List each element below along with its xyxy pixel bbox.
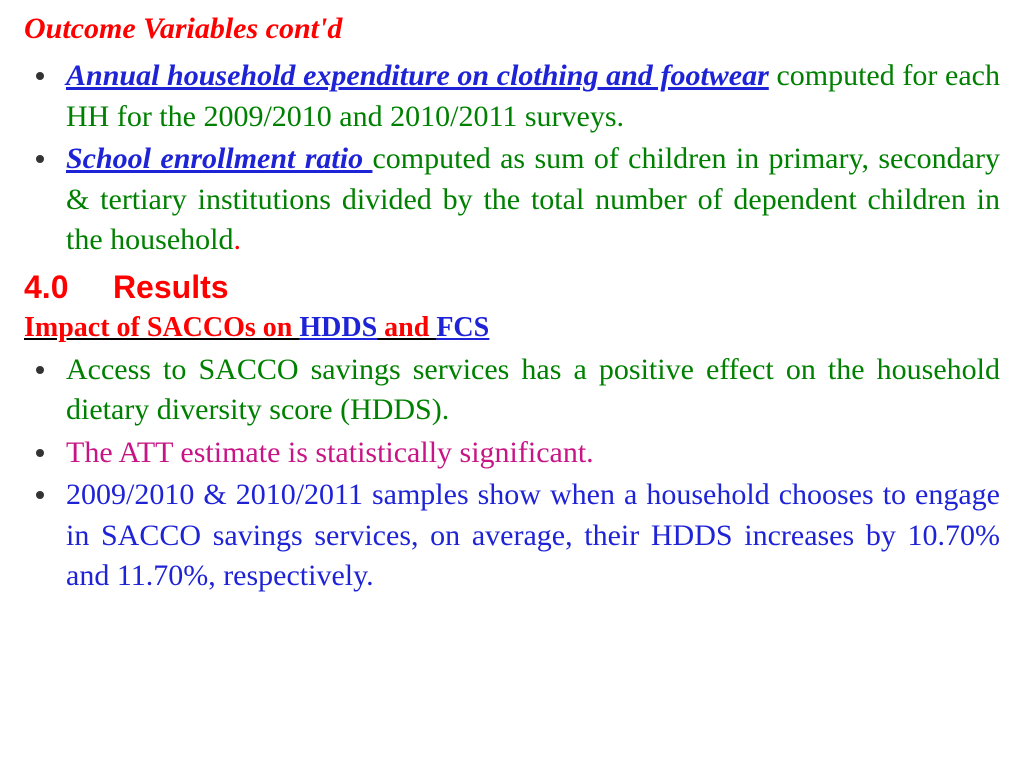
- page-heading: Outcome Variables cont'd: [24, 12, 1000, 46]
- bullet-icon: [36, 72, 44, 80]
- tail-punct: .: [233, 223, 241, 256]
- fcs-link: FCS: [436, 312, 489, 343]
- section-spacer: [77, 269, 104, 305]
- list-item: Annual household expenditure on clothing…: [24, 56, 1000, 137]
- bullet-icon: [36, 491, 44, 499]
- list-item: The ATT estimate is statistically signif…: [24, 433, 1000, 474]
- top-bullet-list: Annual household expenditure on clothing…: [24, 56, 1000, 261]
- bullet-icon: [36, 449, 44, 457]
- subheading-pre: Impact of SACCOs on: [24, 312, 299, 343]
- list-item: School enrollment ratio computed as sum …: [24, 139, 1000, 261]
- section-title: Results: [113, 269, 229, 305]
- bullet-text: School enrollment ratio computed as sum …: [66, 139, 1000, 261]
- bullet-icon: [36, 366, 44, 374]
- list-item: 2009/2010 & 2010/2011 samples show when …: [24, 475, 1000, 597]
- bottom-bullet-list: Access to SACCO savings services has a p…: [24, 350, 1000, 597]
- section-heading: 4.0 Results: [24, 269, 1000, 306]
- bullet-text: Annual household expenditure on clothing…: [66, 56, 1000, 137]
- bullet-text: Access to SACCO savings services has a p…: [66, 350, 1000, 431]
- bullet-icon: [36, 155, 44, 163]
- bullet-text: The ATT estimate is statistically signif…: [66, 433, 1000, 474]
- section-number: 4.0: [24, 269, 68, 305]
- term-label: Annual household expenditure on clothing…: [66, 59, 769, 92]
- list-item: Access to SACCO savings services has a p…: [24, 350, 1000, 431]
- term-label: School enrollment ratio: [66, 142, 372, 175]
- hdds-link: HDDS: [299, 312, 377, 343]
- subheading-mid: and: [377, 312, 436, 343]
- bullet-text: 2009/2010 & 2010/2011 samples show when …: [66, 475, 1000, 597]
- impact-subheading: Impact of SACCOs on HDDS and FCS: [24, 312, 1000, 344]
